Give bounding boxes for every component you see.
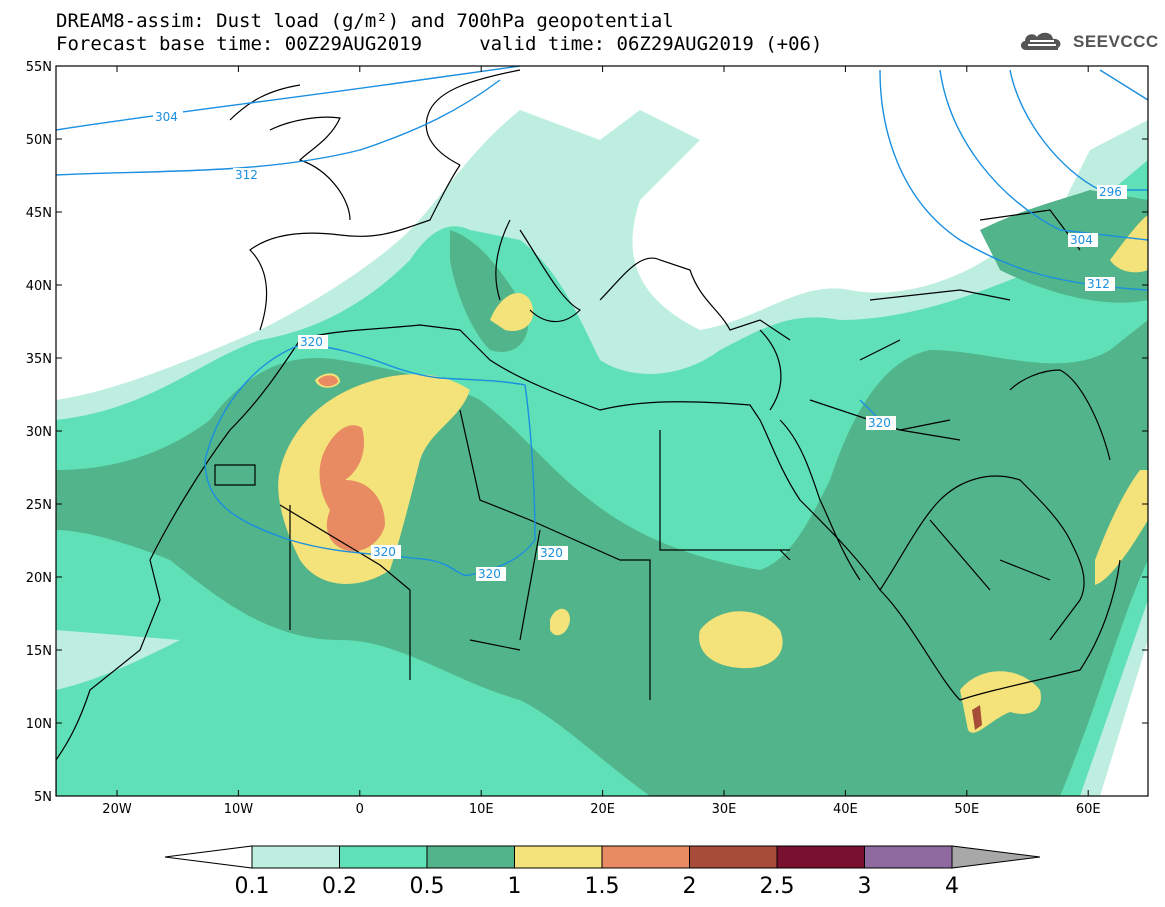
colorbar-segment <box>776 845 865 869</box>
contour-label: 312 <box>235 168 258 182</box>
latitude-axis: 55N 50N 45N 40N 35N 30N 25N 20N 15N 10N 5N <box>26 60 1148 805</box>
contour-label: 320 <box>478 567 501 581</box>
title-line-1: DREAM8-assim: Dust load (g/m²) and 700hP… <box>56 10 674 32</box>
contour-label: 320 <box>373 545 396 559</box>
colorbar-label: 1 <box>508 874 522 899</box>
colorbar-label: 0.2 <box>322 874 357 899</box>
lat-label: 10N <box>26 717 52 732</box>
contour-labels: 304 312 320 320 320 320 296 304 312 320 <box>153 110 1127 581</box>
colorbar-segment <box>251 845 340 869</box>
lat-label: 55N <box>26 60 52 75</box>
colorbar-segment <box>689 845 778 869</box>
contour-label: 296 <box>1099 185 1122 199</box>
lat-label: 40N <box>26 279 52 294</box>
lon-label: 40E <box>833 802 858 817</box>
lat-label: 30N <box>26 425 52 440</box>
colorbar-segment <box>514 845 603 869</box>
colorbar-label: 0.1 <box>235 874 270 899</box>
cloud-logo-icon <box>1020 32 1061 50</box>
coastlines <box>56 69 1121 796</box>
contour-label: 312 <box>1087 277 1110 291</box>
colorbar-label: 3 <box>858 874 872 899</box>
colorbar-label: 4 <box>945 874 959 899</box>
brand-logo-text: SEEVCCC <box>1073 32 1159 51</box>
colorbar-label: 2 <box>683 874 697 899</box>
title-line-2: Forecast base time: 00Z29AUG2019 valid t… <box>56 33 823 55</box>
lon-label: 30E <box>712 802 737 817</box>
colorbar-label: 1.5 <box>585 874 620 899</box>
colorbar-segment <box>426 845 515 869</box>
lon-label: 10E <box>469 802 494 817</box>
lat-label: 15N <box>26 644 52 659</box>
lat-label: 45N <box>26 206 52 221</box>
longitude-axis: 20W 10W 0 10E 20E 30E 40E 50E 60E <box>102 66 1101 817</box>
lon-label: 10W <box>224 802 254 817</box>
lon-label: 0 <box>356 802 364 817</box>
lat-label: 25N <box>26 498 52 513</box>
contour-label: 320 <box>540 546 563 560</box>
colorbar-low-arrow <box>164 845 253 869</box>
lat-label: 5N <box>34 790 52 805</box>
contour-label: 304 <box>1070 233 1093 247</box>
colorbar-high-arrow <box>951 845 1041 869</box>
colorbar-label: 0.5 <box>410 874 445 899</box>
lat-label: 20N <box>26 571 52 586</box>
dust-load-field <box>56 66 1148 796</box>
colorbar: 0.1 0.2 0.5 1 1.5 2 2.5 3 4 <box>164 845 1041 899</box>
colorbar-segment <box>864 845 953 869</box>
contour-label: 304 <box>155 110 178 124</box>
lat-label: 35N <box>26 352 52 367</box>
colorbar-label: 2.5 <box>760 874 795 899</box>
contour-label: 320 <box>300 335 323 349</box>
lat-label: 50N <box>26 133 52 148</box>
colorbar-segment <box>339 845 428 869</box>
lon-label: 50E <box>954 802 979 817</box>
lon-label: 20E <box>590 802 615 817</box>
colorbar-segment <box>601 845 690 869</box>
lon-label: 60E <box>1076 802 1101 817</box>
contour-label: 320 <box>868 416 891 430</box>
lon-label: 20W <box>102 802 132 817</box>
